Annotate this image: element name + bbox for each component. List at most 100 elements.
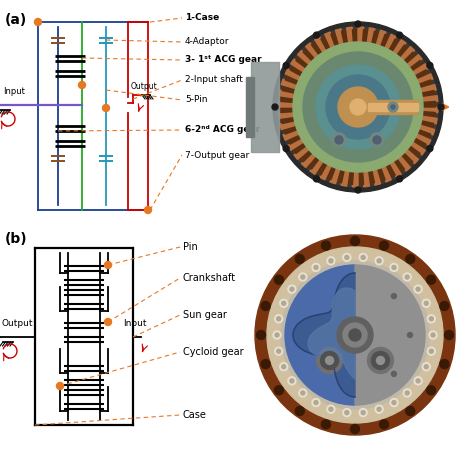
Circle shape (327, 405, 335, 413)
Circle shape (427, 145, 433, 152)
Circle shape (272, 104, 278, 110)
Circle shape (332, 133, 346, 147)
Circle shape (343, 409, 351, 417)
Polygon shape (397, 156, 410, 171)
Polygon shape (308, 288, 355, 379)
Polygon shape (420, 121, 434, 129)
Circle shape (104, 319, 111, 325)
Circle shape (389, 369, 399, 379)
Polygon shape (282, 85, 296, 93)
Circle shape (282, 365, 286, 369)
Circle shape (303, 52, 413, 162)
Polygon shape (290, 65, 303, 76)
Polygon shape (336, 169, 344, 183)
Circle shape (327, 257, 335, 265)
Circle shape (355, 187, 361, 193)
Circle shape (355, 21, 361, 27)
Circle shape (102, 104, 109, 112)
Text: 7-Output gear: 7-Output gear (185, 150, 249, 159)
Circle shape (255, 235, 455, 435)
Circle shape (380, 420, 389, 429)
Polygon shape (367, 28, 375, 44)
Polygon shape (347, 171, 353, 184)
Circle shape (406, 254, 415, 263)
Circle shape (295, 406, 304, 415)
Polygon shape (415, 134, 431, 145)
Circle shape (359, 409, 367, 417)
Circle shape (293, 42, 423, 172)
Circle shape (317, 347, 343, 374)
Text: 2-Input shaft: 2-Input shaft (185, 76, 243, 85)
Polygon shape (381, 166, 391, 182)
Polygon shape (353, 29, 358, 42)
Polygon shape (341, 171, 349, 186)
Polygon shape (417, 74, 433, 84)
Circle shape (277, 317, 281, 321)
Circle shape (326, 75, 390, 139)
Circle shape (414, 377, 422, 385)
Polygon shape (300, 149, 312, 162)
Circle shape (350, 99, 366, 115)
Circle shape (405, 275, 409, 279)
Polygon shape (311, 42, 323, 55)
Polygon shape (385, 34, 396, 50)
Circle shape (290, 379, 294, 383)
Polygon shape (389, 39, 400, 52)
Circle shape (282, 301, 286, 305)
Circle shape (329, 259, 333, 263)
Circle shape (275, 315, 283, 323)
Polygon shape (413, 64, 428, 76)
Circle shape (427, 275, 436, 284)
Circle shape (273, 331, 281, 339)
Circle shape (389, 291, 399, 301)
Circle shape (429, 349, 433, 353)
Polygon shape (381, 34, 390, 48)
Wedge shape (355, 265, 425, 405)
Circle shape (416, 379, 420, 383)
Circle shape (280, 363, 288, 371)
Text: 1-Case: 1-Case (185, 14, 219, 22)
Circle shape (375, 405, 383, 413)
Bar (251, 62, 279, 152)
Circle shape (316, 65, 400, 149)
Circle shape (314, 400, 318, 405)
Circle shape (338, 87, 378, 127)
Polygon shape (303, 48, 315, 61)
Polygon shape (401, 153, 413, 166)
Circle shape (367, 347, 393, 374)
Circle shape (390, 399, 398, 406)
Polygon shape (363, 171, 369, 187)
Polygon shape (293, 142, 306, 153)
Circle shape (414, 285, 422, 293)
Circle shape (288, 285, 296, 293)
Circle shape (343, 323, 367, 347)
Circle shape (361, 410, 365, 414)
Polygon shape (419, 125, 435, 135)
Circle shape (427, 347, 435, 355)
Circle shape (326, 356, 334, 365)
Polygon shape (341, 30, 349, 44)
Polygon shape (397, 45, 409, 58)
Circle shape (313, 176, 319, 182)
Circle shape (261, 360, 270, 369)
Circle shape (314, 266, 318, 270)
Circle shape (35, 18, 42, 26)
Text: 4-Adaptor: 4-Adaptor (185, 37, 229, 46)
Circle shape (299, 273, 307, 281)
Polygon shape (316, 162, 327, 175)
Circle shape (375, 257, 383, 265)
Polygon shape (420, 85, 436, 93)
Polygon shape (331, 32, 340, 46)
Circle shape (295, 254, 304, 263)
Circle shape (361, 256, 365, 260)
Circle shape (104, 261, 111, 269)
Circle shape (280, 299, 288, 307)
Polygon shape (307, 156, 319, 169)
Polygon shape (393, 159, 404, 172)
Circle shape (403, 389, 411, 397)
Circle shape (396, 176, 402, 182)
Circle shape (301, 391, 305, 395)
Polygon shape (283, 130, 299, 140)
Text: 3- 1ˢᵗ ACG gear: 3- 1ˢᵗ ACG gear (185, 55, 262, 64)
Polygon shape (310, 159, 323, 174)
